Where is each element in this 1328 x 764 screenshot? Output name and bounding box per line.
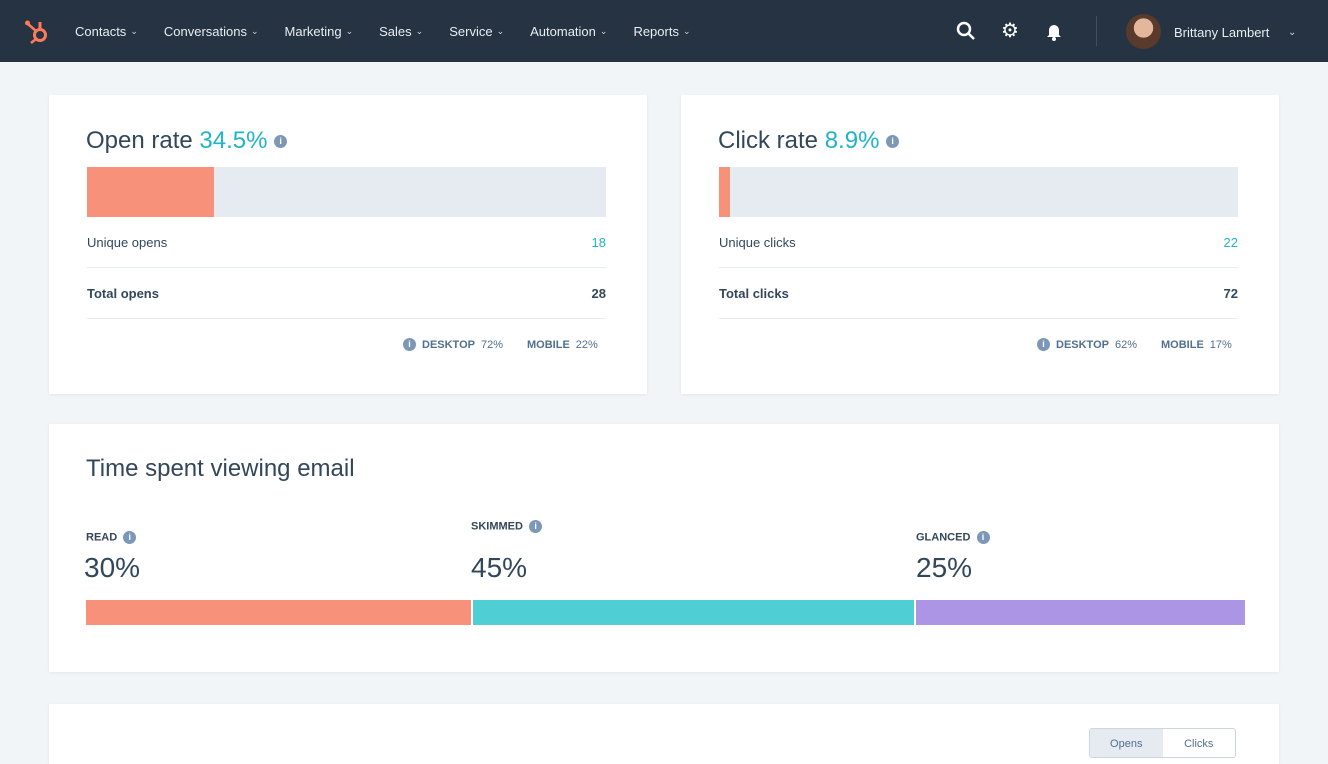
info-icon[interactable]: i <box>886 135 900 149</box>
desktop-label: DESKTOP <box>1056 338 1109 351</box>
nav-divider <box>1096 16 1097 46</box>
nav-label: Automation <box>530 23 596 39</box>
nav-label: Contacts <box>75 23 127 39</box>
open-rate-title: Open rate 34.5% i <box>86 127 288 155</box>
chevron-down-icon: ⌄ <box>130 25 138 36</box>
nav-label: Marketing <box>284 23 342 39</box>
chevron-down-icon: ⌄ <box>496 25 505 36</box>
nav-sales[interactable]: Sales ⌄ <box>379 24 423 39</box>
segment-skimmed <box>470 600 914 625</box>
toggle-opens[interactable]: Opens <box>1090 729 1163 757</box>
time-spent-card: Time spent viewing email <box>49 424 1279 672</box>
nav-contacts[interactable]: Contacts ⌄ <box>75 24 138 39</box>
top-nav: Contacts ⌄ Conversations ⌄ Marketing ⌄ Sale… <box>0 0 1328 62</box>
info-icon[interactable]: i <box>403 338 416 351</box>
unique-opens-row: Unique opens 18 <box>87 217 606 268</box>
read-label: READ i <box>86 531 137 544</box>
main-menu: Contacts ⌄ Conversations ⌄ Marketing ⌄ Sale… <box>75 0 717 62</box>
total-clicks-row: Total clicks 72 <box>719 268 1238 319</box>
search-icon[interactable] <box>955 20 977 42</box>
nav-automation[interactable]: Automation ⌄ <box>530 24 607 39</box>
chevron-down-icon: ⌄ <box>682 25 691 36</box>
open-rate-value: 34.5% <box>199 127 268 154</box>
avatar[interactable] <box>1126 14 1161 49</box>
device-breakdown: i DESKTOP 62% MOBILE 17% <box>1037 338 1232 351</box>
row-label: Unique clicks <box>719 234 796 250</box>
row-label: Unique opens <box>87 234 168 250</box>
glanced-label: GLANCED i <box>916 531 990 544</box>
mobile-value: 17% <box>1209 338 1232 351</box>
click-rate-title: Click rate 8.9% i <box>718 127 900 155</box>
click-rate-card: Click rate 8.9% i Unique clicks 22 Total … <box>681 95 1279 394</box>
nav-label: Service <box>449 23 493 39</box>
gear-icon[interactable]: ⚙ <box>1001 20 1019 42</box>
time-spent-title: Time spent viewing email <box>86 455 355 482</box>
toggle-clicks[interactable]: Clicks <box>1184 738 1214 750</box>
open-rate-card: Open rate 34.5% i Unique opens 18 Total o… <box>49 95 647 394</box>
segment-read <box>86 600 471 625</box>
nav-reports[interactable]: Reports ⌄ <box>633 24 690 39</box>
desktop-value: 72% <box>480 338 504 351</box>
mobile-value: 22% <box>575 338 598 351</box>
open-rate-bar-fill <box>87 167 215 217</box>
chevron-down-icon[interactable]: ⌄ <box>1288 27 1297 38</box>
info-icon[interactable]: i <box>529 520 543 533</box>
row-value: 28 <box>591 285 606 301</box>
info-icon[interactable]: i <box>123 531 137 544</box>
skimmed-label: SKIMMED i <box>471 520 543 533</box>
segment-glanced <box>913 600 1245 625</box>
desktop-label: DESKTOP <box>422 338 475 351</box>
click-rate-bar-fill <box>719 167 731 217</box>
title-label: Open rate <box>86 127 193 154</box>
row-value: 72 <box>1223 285 1238 301</box>
hubspot-logo-icon[interactable] <box>24 17 50 45</box>
nav-label: Sales <box>379 23 412 39</box>
nav-conversations[interactable]: Conversations ⌄ <box>164 24 259 39</box>
nav-label: Conversations <box>163 23 247 39</box>
segment-label: READ <box>86 531 118 544</box>
info-icon[interactable]: i <box>1037 338 1050 351</box>
segment-label: SKIMMED <box>471 520 523 533</box>
chevron-down-icon: ⌄ <box>415 25 424 36</box>
row-label: Total clicks <box>719 285 789 301</box>
desktop-value: 62% <box>1114 338 1138 351</box>
chevron-down-icon: ⌄ <box>599 25 608 36</box>
chevron-down-icon: ⌄ <box>345 25 354 36</box>
skimmed-value: 45% <box>471 552 528 583</box>
row-value[interactable]: 18 <box>591 234 606 250</box>
unique-clicks-row: Unique clicks 22 <box>719 217 1238 268</box>
total-opens-row: Total opens 28 <box>87 268 606 319</box>
row-label: Total opens <box>87 285 159 301</box>
device-breakdown: i DESKTOP 72% MOBILE 22% <box>403 338 598 351</box>
nav-label: Reports <box>633 23 679 39</box>
nav-service[interactable]: Service ⌄ <box>449 24 504 39</box>
info-icon[interactable]: i <box>976 531 990 544</box>
user-name[interactable]: Brittany Lambert <box>1174 25 1270 40</box>
row-value[interactable]: 22 <box>1223 234 1238 250</box>
click-rate-bar <box>719 167 1238 217</box>
glanced-value: 25% <box>916 552 973 583</box>
chevron-down-icon: ⌄ <box>250 25 259 36</box>
time-spent-stacked-bar <box>86 600 1245 625</box>
open-rate-bar <box>87 167 606 217</box>
mobile-label: MOBILE <box>1161 338 1204 351</box>
title-label: Click rate <box>718 127 819 154</box>
opens-clicks-toggle: Opens Clicks <box>1089 728 1236 758</box>
nav-icons: ⚙ <box>955 18 1065 43</box>
bell-icon[interactable] <box>1043 20 1065 42</box>
nav-marketing[interactable]: Marketing ⌄ <box>285 24 354 39</box>
segment-label: GLANCED <box>916 531 971 544</box>
click-rate-value: 8.9% <box>824 127 880 154</box>
info-icon[interactable]: i <box>274 135 288 149</box>
mobile-label: MOBILE <box>527 338 570 351</box>
read-value: 30% <box>84 552 141 583</box>
